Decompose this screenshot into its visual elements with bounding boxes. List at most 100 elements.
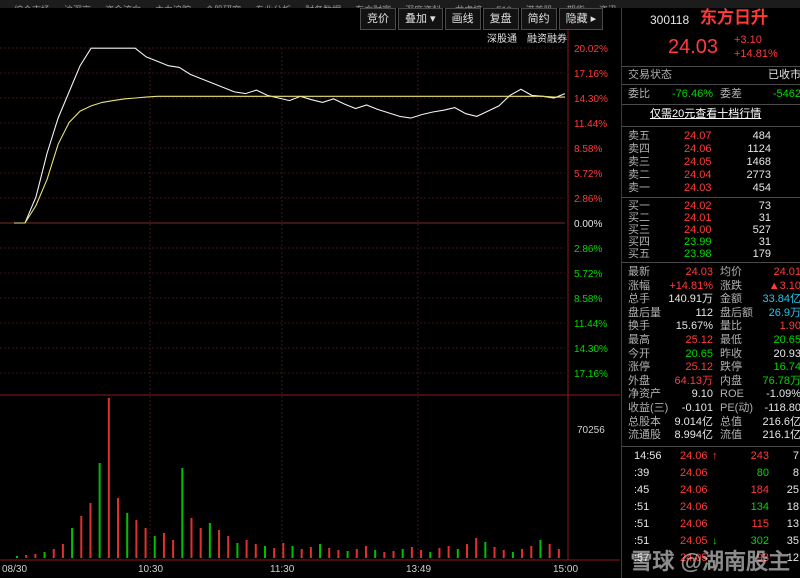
stat-value: 26.9万	[768, 306, 800, 319]
order-book-price: 24.06	[684, 143, 712, 155]
price-tick-label: 8.58%	[574, 144, 602, 155]
toolbar-button[interactable]: 画线	[444, 8, 481, 30]
stat-label: 涨停	[628, 361, 650, 374]
sz-tong-label[interactable]: 深股通	[487, 33, 517, 45]
stat-value: 140.91万	[668, 293, 713, 306]
tick-volume: 115	[751, 518, 769, 530]
menu-item[interactable]: 沪深京	[64, 6, 91, 9]
tick-row[interactable]: :51 24.06 134 18	[622, 501, 800, 514]
volume-bar	[181, 468, 184, 558]
tick-row[interactable]: :39 24.06 80 8	[622, 467, 800, 480]
tick-row[interactable]: :57 24.05 93 12	[622, 552, 800, 565]
volume-bar	[43, 552, 46, 558]
stat-value: -118.80	[764, 402, 800, 414]
volume-bar	[438, 548, 441, 558]
level10-ad[interactable]: 仅需20元查看十档行情	[622, 108, 800, 121]
tick-row[interactable]: :51 24.06 115 13	[622, 518, 800, 531]
menu-item[interactable]: F10	[496, 6, 512, 9]
level10-ad-link[interactable]: 仅需20元查看十档行情	[650, 108, 762, 120]
order-book-volume: 31	[758, 236, 771, 248]
stat-label: 流值	[720, 429, 742, 442]
divider	[622, 84, 800, 85]
order-book-label: 买五	[628, 248, 650, 260]
menu-item[interactable]: 专业分析	[255, 6, 291, 9]
toolbar-button[interactable]: 隐藏 ▸	[558, 8, 604, 30]
stat-row: 外盘 64.13万 内盘 76.78万	[622, 375, 800, 388]
tick-row[interactable]: :45 24.06 184 25	[622, 484, 800, 497]
divider	[622, 197, 800, 198]
menu-item[interactable]: 主力追踪	[155, 6, 191, 9]
price-tick-label: 17.16%	[574, 369, 608, 380]
stat-value: 33.84亿	[762, 293, 800, 306]
volume-bar	[346, 551, 349, 558]
volume-axis-label: 70256	[577, 425, 605, 436]
order-book-volume: 31	[758, 212, 771, 224]
stock-code: 300118	[650, 13, 690, 27]
stat-row: 流通股 8.994亿 流值 216.1亿	[622, 429, 800, 442]
order-book-label: 卖三	[628, 156, 650, 168]
stat-row: 涨幅 +14.81% 涨跌 ▲3.10	[622, 280, 800, 293]
time-axis-label: 13:49	[406, 564, 431, 575]
tick-count: 25	[786, 484, 799, 496]
rzrq-label[interactable]: 融资融券	[527, 32, 567, 45]
volume-bar	[328, 548, 331, 558]
price-line	[14, 47, 566, 224]
order-book-row: 卖三 24.05 1468	[622, 156, 800, 169]
stat-row: 换手 15.67% 量比 1.90	[622, 320, 800, 333]
order-book-row: 买四 23.99 31	[622, 236, 800, 249]
order-book-price: 23.98	[684, 248, 712, 260]
volume-bar	[52, 549, 55, 558]
volume-bar	[401, 549, 404, 558]
menu-item[interactable]: 资讯	[599, 6, 617, 9]
volume-bar	[548, 544, 551, 558]
order-book-price: 23.99	[684, 236, 712, 248]
menu-item[interactable]: 个股研究	[205, 6, 241, 9]
stock-change: +3.10	[734, 34, 762, 46]
tick-price: 24.06	[680, 518, 708, 530]
weibi-label: 委比	[628, 88, 650, 100]
stock-name: 东方日升	[700, 8, 768, 27]
menu-item[interactable]: 东方财富	[355, 6, 391, 9]
menu-item[interactable]: 资金流向	[105, 6, 141, 9]
trade-status-label: 交易状态	[628, 69, 672, 81]
stat-row: 今开 20.65 昨收 20.93	[622, 348, 800, 361]
menu-item[interactable]: 综合市场	[14, 6, 50, 9]
tick-row[interactable]: :51 24.05 ↓ 302 35	[622, 535, 800, 548]
arrow-down-icon: ↓	[712, 535, 718, 547]
toolbar-button[interactable]: 简约	[520, 8, 557, 30]
tick-price: 24.06	[680, 450, 708, 462]
stock-pct: +14.81%	[734, 48, 778, 60]
menu-item[interactable]: 深度资料	[405, 6, 441, 9]
volume-bar	[383, 552, 386, 558]
volume-bar	[309, 547, 312, 558]
toolbar-button[interactable]: 复盘	[482, 8, 519, 30]
order-book-label: 买一	[628, 200, 650, 212]
volume-bar	[539, 540, 542, 558]
stock-price: 24.03	[668, 36, 719, 58]
stat-label: 最新	[628, 266, 650, 278]
time-axis-label: 11:30	[270, 564, 295, 575]
stat-value: 76.78万	[762, 374, 800, 387]
volume-bar	[511, 552, 514, 558]
stat-value: 8.994亿	[674, 429, 713, 442]
volume-bar	[61, 544, 64, 558]
tick-row[interactable]: 14:56 24.06 ↑ 243 7	[622, 450, 800, 463]
stat-row: 收益(三) -0.101 PE(动) -118.80	[622, 402, 800, 415]
volume-bar	[484, 542, 487, 558]
menu-item[interactable]: 龙虎榜	[455, 6, 482, 9]
volume-bar	[245, 540, 248, 558]
menu-item[interactable]: 财务数据	[305, 6, 341, 9]
toolbar-button[interactable]: 竞价	[360, 8, 396, 30]
menu-item[interactable]: 期货	[567, 6, 585, 9]
order-book-label: 卖一	[628, 182, 650, 194]
volume-bar	[447, 546, 450, 558]
price-tick-label: 2.86%	[574, 244, 602, 255]
intraday-chart[interactable]: 20.02% 17.16% 14.30% 11.44% 8.58% 5.72% 2.86% 0…	[0, 0, 621, 578]
toolbar-button[interactable]: 叠加 ▾	[398, 8, 443, 30]
menu-item[interactable]: 港美股	[526, 6, 553, 9]
stat-label: 盘后量	[628, 306, 661, 319]
stat-label: 盘后额	[720, 306, 753, 319]
stat-row: 盘后量 112 盘后额 26.9万	[622, 307, 800, 320]
volume-bar	[374, 550, 377, 558]
stat-label: 总值	[720, 415, 742, 428]
